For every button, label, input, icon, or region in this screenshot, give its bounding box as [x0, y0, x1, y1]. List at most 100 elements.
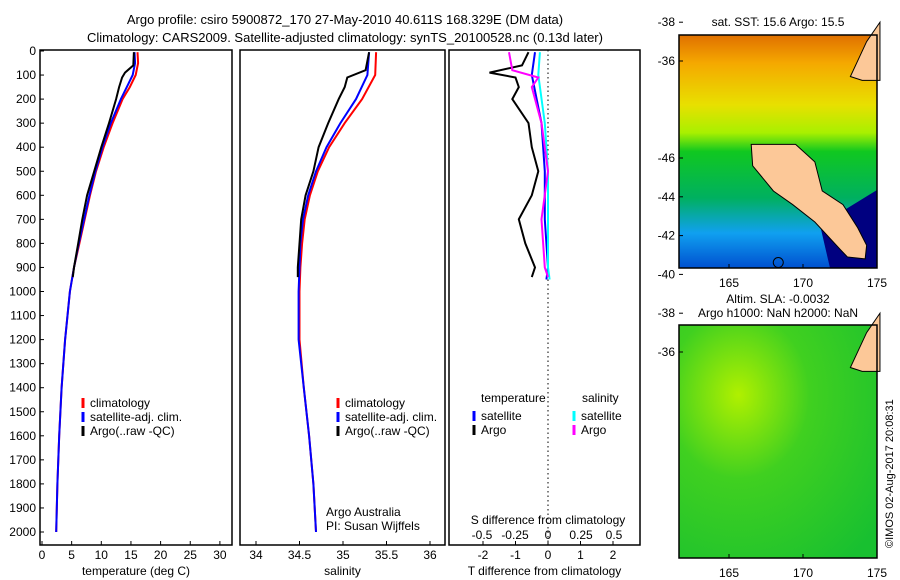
map-y-tick-label: -46: [658, 151, 676, 165]
y-tick-label: 1700: [9, 453, 36, 467]
legend-label: satellite: [581, 409, 622, 423]
y-tick-label: 100: [16, 68, 36, 82]
series-line-argo-raw-qc-: [296, 52, 371, 278]
map-x-tick-label: 170: [793, 276, 813, 290]
map-y-tick-label: -38: [658, 306, 676, 320]
map-frame: [678, 324, 878, 559]
y-tick-label: 600: [16, 188, 36, 202]
series-line-climatology: [55, 52, 140, 533]
series-line-satellite-adj-clim-: [297, 52, 371, 533]
series-line-s-argo: [508, 52, 550, 278]
imos-timestamp: ©IMOS 02-Aug-2017 20:08:31: [884, 399, 896, 548]
series-line-satellite-adj-clim-: [55, 52, 137, 533]
y-tick-label: 1300: [9, 357, 36, 371]
x-tick-label: 25: [184, 548, 198, 562]
map-y-tick-label: -36: [658, 54, 676, 68]
y-tick-label: 800: [16, 236, 36, 250]
y-tick-label: 2000: [9, 525, 36, 539]
x-tick-label: 5: [68, 548, 75, 562]
sst-map-title: sat. SST: 15.6 Argo: 15.5: [712, 15, 845, 29]
y-tick-label: 1100: [10, 309, 36, 323]
legend-title: salinity: [582, 391, 619, 405]
legend-label: Argo: [581, 423, 607, 437]
y-tick-label: 1900: [9, 501, 36, 515]
panel-salinity: 34 34.5 35 35.5 36 salinity climatologysatelli…: [239, 49, 446, 578]
x-tick-label: 0: [39, 548, 46, 562]
s-diff-tick-label: 0.25: [569, 528, 593, 542]
sla-map-title: Altim. SLA: -0.0032: [726, 292, 830, 306]
legend-title: temperature: [481, 391, 546, 405]
y-tick-label: 0: [29, 44, 36, 58]
y-tick-label: 300: [16, 116, 36, 130]
y-tick-label: 1400: [9, 381, 36, 395]
map-field: [679, 325, 877, 558]
legend-label: climatology: [90, 396, 150, 410]
s-diff-tick-label: -0.5: [472, 528, 493, 542]
x-tick-label: 15: [124, 548, 138, 562]
land-south-island: [750, 143, 868, 260]
map-y-tick-label: -44: [658, 190, 676, 204]
map-x-tick-label: 175: [867, 566, 887, 580]
x-tick-label: 2: [610, 548, 617, 562]
series-line-argo-raw-qc-: [71, 52, 135, 278]
title-line-1: Argo profile: csiro 5900872_170 27-May-2…: [127, 12, 563, 27]
series-line-t-argo: [489, 51, 540, 278]
y-tick-label: 700: [16, 212, 36, 226]
x-tick-label: 0: [545, 548, 552, 562]
y-tick-label: 1600: [9, 429, 36, 443]
x-axis-label: salinity: [324, 564, 361, 578]
y-tick-label: 1800: [9, 477, 36, 491]
map-y-tick-label: -40: [658, 267, 676, 281]
s-axis-label: S difference from climatology: [471, 513, 626, 527]
y-tick-label: 500: [16, 164, 36, 178]
s-diff-tick-label: 0.5: [606, 528, 623, 542]
land-north-island: [849, 311, 881, 372]
y-tick-label: 200: [16, 92, 36, 106]
x-tick-label: 1: [577, 548, 584, 562]
map-x-tick-label: 175: [867, 276, 887, 290]
axes-frame: [39, 49, 233, 546]
panel-difference: -2 -1 0 1 2 T difference from climatology -0.5…: [448, 49, 641, 578]
title-line-2: Climatology: CARS2009. Satellite-adjuste…: [87, 30, 603, 45]
legend-label: Argo: [481, 423, 507, 437]
map-y-tick-label: -36: [658, 345, 676, 359]
legend-label: satellite-adj. clim.: [90, 410, 182, 424]
x-tick-label: 10: [95, 548, 109, 562]
y-tick-label: 400: [16, 140, 36, 154]
y-tick-label: 1000: [9, 285, 36, 299]
legend-label: climatology: [345, 396, 405, 410]
y-tick-label: 1200: [9, 333, 36, 347]
x-tick-label: 35.5: [375, 548, 399, 562]
land-north-island: [849, 20, 881, 81]
legend-label: satellite: [481, 409, 522, 423]
axes-frame: [448, 49, 641, 546]
x-tick-label: 20: [154, 548, 168, 562]
axes-frame: [239, 49, 446, 546]
legend-label: satellite-adj. clim.: [345, 410, 437, 424]
annotation-text: PI: Susan Wijffels: [326, 519, 420, 533]
float-position-marker: [772, 257, 784, 269]
map-x-tick-label: 165: [719, 276, 739, 290]
y-tick-label: 900: [16, 260, 36, 274]
legend-label: Argo(..raw -QC): [90, 424, 175, 438]
x-axis-label: T difference from climatology: [468, 564, 622, 578]
x-axis-label: temperature (deg C): [82, 564, 190, 578]
x-tick-label: 30: [213, 548, 227, 562]
s-diff-tick-label: -0.25: [501, 528, 529, 542]
x-tick-label: 34.5: [288, 548, 312, 562]
map-x-tick-label: 170: [793, 566, 813, 580]
sla-map: -36 -38 -40 -42 -44 -46 165 170 175 Altim. SLA: -…: [658, 143, 887, 580]
x-tick-label: -1: [510, 548, 521, 562]
map-y-tick-label: -42: [658, 229, 676, 243]
x-tick-label: 34: [249, 548, 263, 562]
x-tick-label: 36: [423, 548, 437, 562]
legend-label: Argo(..raw -QC): [345, 424, 430, 438]
s-diff-tick-label: 0: [545, 528, 552, 542]
map-y-tick-label: -38: [658, 15, 676, 29]
x-tick-label: -2: [478, 548, 489, 562]
sla-map-subtitle: Argo h1000: NaN h2000: NaN: [698, 306, 858, 320]
panel-temperature: 0100200300400500600700800900100011001200…: [9, 44, 233, 578]
x-tick-label: 35: [336, 548, 350, 562]
